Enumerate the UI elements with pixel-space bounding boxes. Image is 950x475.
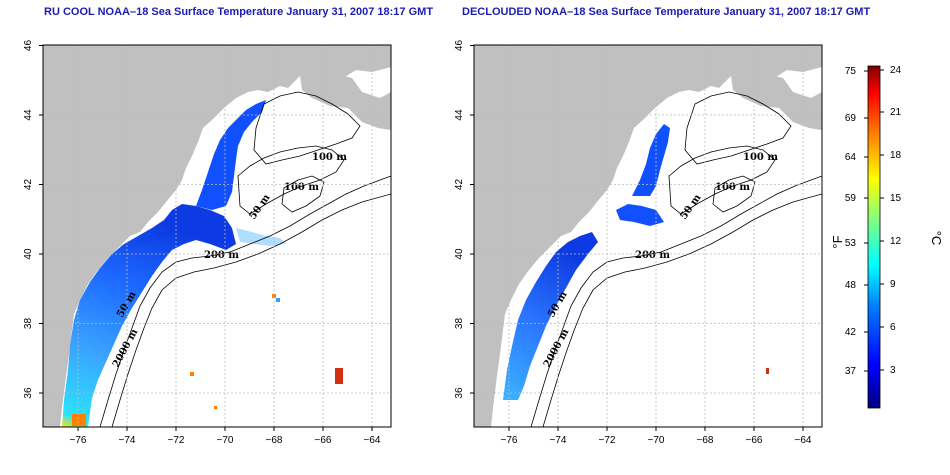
right-nova-scotia [731, 68, 822, 130]
left-contour-label-4: 200 m [204, 250, 239, 261]
colorbar-f-tick-label: 53 [845, 238, 857, 249]
colorbar-c-tick-label: 3 [890, 365, 896, 376]
left-x-tick-label: −66 [315, 435, 332, 446]
fahrenheit-unit-label: °F [830, 235, 845, 248]
left-y-tick-label: 46 [23, 40, 34, 52]
right-frame [473, 44, 823, 428]
colorbar-ticks: 75 69 64 59 53 48 42 37 24 21 18 15 12 9 6 3 [845, 65, 902, 377]
left-frame [42, 44, 392, 428]
right-x-tick-label: −74 [550, 435, 567, 446]
celsius-unit-label: °C [929, 231, 944, 246]
left-sst-patch-east [236, 228, 286, 246]
right-x-tick-label: −72 [599, 435, 616, 446]
colorbar-f-tick-label: 75 [845, 66, 857, 77]
left-contour-label-1: 100 m [312, 152, 347, 163]
right-map-panel: 100 m 100 m 50 m 200 m 50 m 2000 m −76 −7… [454, 40, 823, 446]
left-y-tick-label: 42 [23, 179, 34, 191]
left-axis-ticks: −76 −74 −72 −70 −68 −66 −64 36 38 40 42 44 46 [23, 40, 381, 446]
colorbar-f-tick-label: 48 [845, 280, 857, 291]
temperature-colorbar: 75 69 64 59 53 48 42 37 24 21 18 15 12 9 6 3 °F °C [830, 65, 944, 409]
right-y-tick-label: 44 [454, 109, 465, 121]
colorbar-gradient [867, 65, 881, 409]
colorbar-f-tick-label: 59 [845, 193, 857, 204]
left-y-tick-label: 36 [23, 387, 34, 399]
left-x-tick-label: −74 [119, 435, 136, 446]
right-x-tick-label: −76 [501, 435, 518, 446]
right-x-tick-label: −70 [648, 435, 665, 446]
right-x-tick-label: −66 [746, 435, 763, 446]
right-y-tick-label: 42 [454, 179, 465, 191]
right-grid [474, 45, 822, 427]
colorbar-c-tick-label: 12 [890, 236, 902, 247]
left-nova-scotia [300, 68, 391, 130]
left-sst-field [62, 204, 236, 427]
colorbar-f-tick-label: 42 [845, 327, 857, 338]
right-sst-field [503, 232, 598, 400]
left-sst-gulf-maine [196, 100, 266, 210]
right-axis-ticks: −76 −74 −72 −70 −68 −66 −64 36 38 40 42 44 46 [454, 40, 812, 446]
left-bathymetry-contours [99, 91, 391, 427]
colorbar-c-tick-label: 6 [890, 322, 896, 333]
right-panel-title: DECLOUDED NOAA–18 Sea Surface Temperatur… [462, 6, 871, 18]
right-bathymetry-contours [530, 91, 822, 427]
left-land [43, 45, 391, 427]
left-y-tick-label: 44 [23, 109, 34, 121]
right-land [474, 45, 822, 427]
right-sst-patch-mid [616, 204, 664, 226]
colorbar-c-tick-label: 24 [890, 65, 902, 76]
left-y-tick-label: 40 [23, 248, 34, 260]
left-x-tick-label: −76 [70, 435, 87, 446]
right-contour-label-1: 100 m [743, 152, 778, 163]
left-map-panel: 100 m 100 m 50 m 200 m 50 m 2000 m −76 −7… [23, 40, 392, 446]
colorbar-f-tick-label: 37 [845, 366, 857, 377]
left-panel-title: RU COOL NOAA–18 Sea Surface Temperature … [44, 6, 434, 18]
left-warm-patch [335, 368, 343, 384]
right-sst-gulf-maine [632, 124, 670, 196]
colorbar-c-tick-label: 18 [890, 150, 902, 161]
right-y-tick-label: 46 [454, 40, 465, 52]
left-x-tick-label: −70 [217, 435, 234, 446]
right-contour-label-4: 200 m [635, 250, 670, 261]
right-y-tick-label: 38 [454, 318, 465, 330]
colorbar-f-tick-label: 69 [845, 113, 857, 124]
left-x-tick-label: −72 [168, 435, 185, 446]
right-y-tick-label: 40 [454, 248, 465, 260]
right-x-tick-label: −64 [795, 435, 812, 446]
colorbar-c-tick-label: 15 [890, 193, 902, 204]
left-x-tick-label: −68 [266, 435, 283, 446]
right-y-tick-label: 36 [454, 387, 465, 399]
left-x-tick-label: −64 [364, 435, 381, 446]
left-y-tick-label: 38 [23, 318, 34, 330]
left-contour-label-2: 100 m [284, 182, 319, 193]
right-x-tick-label: −68 [697, 435, 714, 446]
colorbar-c-tick-label: 9 [890, 279, 896, 290]
left-grid [43, 45, 391, 427]
colorbar-c-tick-label: 21 [890, 107, 902, 118]
right-contour-label-2: 100 m [715, 182, 750, 193]
colorbar-f-tick-label: 64 [845, 152, 857, 163]
